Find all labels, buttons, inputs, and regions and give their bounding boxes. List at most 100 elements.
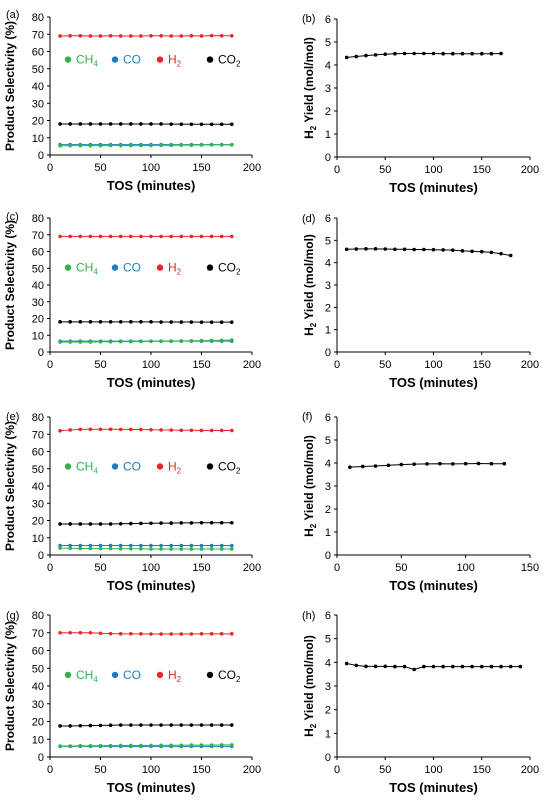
data-point-co2 [58,522,62,526]
data-point-ch4 [98,339,103,344]
y-tick-label: 80 [32,12,44,24]
data-point-ch4 [189,547,194,551]
data-point-h2 yield [508,664,513,669]
legend-label: CO2 [218,261,241,277]
y-axis-title: H2 Yield (mol/mol) [302,37,318,139]
legend-label: CO2 [218,459,241,475]
data-point-h2 [159,234,163,239]
y-tick-label: 70 [32,429,44,441]
data-point-ch4 [209,143,214,147]
data-point-h2 yield [354,54,359,59]
x-tick-label: 150 [521,562,539,574]
data-point-co2 [139,521,143,526]
series-line-h2 [60,428,232,432]
data-point-h2 [108,234,113,239]
panel-label: (b) [302,13,315,25]
data-point-h2 [209,234,214,239]
y-tick-label: 60 [32,646,44,658]
data-point-h2 [78,34,83,38]
data-point-co2 [88,320,93,324]
series-line-ch4 [60,744,232,747]
legend-label: H2 [168,261,182,277]
data-point-ch4 [68,143,72,148]
x-tick-label: 0 [334,764,340,776]
legend-marker [206,671,214,679]
x-tick-label: 200 [521,359,539,371]
data-point-co2 [98,320,103,324]
panel-label: (f) [302,411,312,423]
y-tick-label: 80 [32,610,44,622]
data-point-co2 [149,723,153,727]
data-point-co [129,543,133,548]
x-tick-label: 100 [424,164,442,176]
data-point-h2 yield [479,664,484,669]
legend-label: H2 [168,459,182,475]
data-point-ch4 [219,143,224,147]
data-point-ch4 [88,340,93,344]
data-point-co2 [209,520,214,525]
x-tick-label: 50 [94,359,106,371]
data-point-h2 yield [412,667,417,672]
data-point-ch4 [58,744,62,748]
y-axis-title: H2 Yield (mol/mol) [302,435,318,537]
data-point-h2 [199,234,204,239]
data-point-h2 [179,234,184,239]
data-point-ch4 [149,143,153,148]
x-axis-title: TOS (minutes) [107,578,196,593]
chart-panel-2: (b) 0 1 2 3 4 5 6 0 50 100 150 200 TOS (minutes) H2 Yi… [302,13,539,195]
data-point-ch4 [159,339,163,344]
x-tick-label: 0 [47,562,53,574]
data-point-ch4 [169,547,173,551]
data-point-co2 [88,122,93,126]
x-tick-label: 200 [243,562,261,574]
data-point-h2 [88,34,93,38]
data-point-h2 yield [348,465,352,469]
data-point-ch4 [139,546,143,551]
data-point-h2 [78,630,83,635]
data-point-h2 yield [441,248,445,252]
data-point-ch4 [169,339,173,343]
y-tick-label: 50 [32,64,44,76]
data-point-h2 [159,34,163,38]
data-point-h2 [129,34,133,38]
data-point-h2 yield [354,663,359,668]
data-point-ch4 [139,743,143,748]
data-point-co2 [209,122,214,127]
series-line-h2 [60,632,232,635]
x-tick-label: 0 [47,764,53,776]
data-point-co2 [149,320,153,324]
data-point-co [169,543,173,548]
legend-marker [156,671,164,679]
data-point-h2 [149,234,153,239]
y-tick-label: 50 [32,263,44,275]
series-line-h2 yield [346,248,511,257]
x-tick-label: 100 [456,562,474,574]
y-tick-label: 50 [32,663,44,675]
y-tick-label: 50 [32,464,44,476]
y-tick-label: 3 [325,83,331,95]
y-tick-label: 70 [32,230,44,242]
data-point-h2 [169,632,173,636]
y-tick-label: 10 [32,133,44,145]
legend-label: CO [123,261,141,275]
legend-label: CO [123,53,141,67]
data-point-h2 yield [373,464,378,468]
data-point-ch4 [179,743,184,748]
data-point-h2 yield [344,247,349,252]
data-point-co2 [98,122,103,126]
legend-marker [64,671,72,679]
y-tick-label: 3 [325,681,331,693]
legend-marker [156,56,164,63]
data-point-co2 [189,723,194,727]
data-point-ch4 [88,143,93,148]
data-point-h2 yield [470,664,474,669]
data-point-h2 [189,234,194,239]
data-point-ch4 [189,338,194,343]
data-point-ch4 [219,547,224,551]
data-point-h2 yield [431,247,436,252]
legend-label: H2 [168,53,182,69]
data-point-h2 yield [344,55,349,60]
y-tick-label: 1 [325,527,331,539]
data-point-co2 [169,723,173,727]
data-point-h2 [230,34,234,38]
